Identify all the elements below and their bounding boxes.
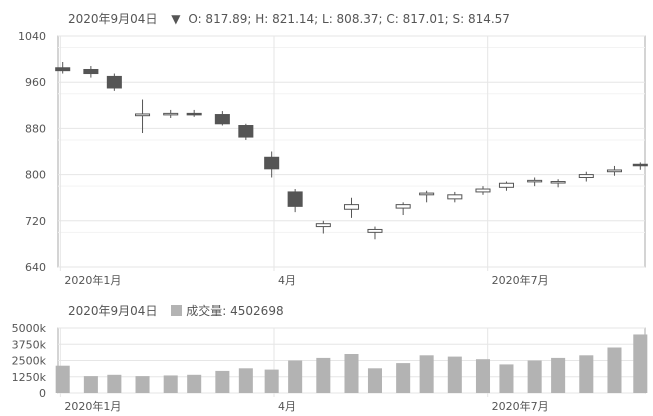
volume-bar: [83, 376, 98, 393]
candle-body: [55, 67, 71, 72]
volume-readout: 成交量: 4502698: [186, 304, 284, 318]
volume-x-tick-label: 4月: [278, 400, 296, 413]
candle-body: [238, 125, 254, 138]
volume-bar: [579, 355, 594, 393]
volume-bar: [135, 376, 150, 393]
price-y-tick-label: 1040: [18, 30, 46, 43]
volume-x-tick-label: 2020年7月: [492, 399, 549, 413]
volume-bar: [55, 365, 70, 393]
candle-body: [367, 228, 383, 233]
candle-body: [163, 112, 179, 116]
volume-bar: [633, 334, 648, 393]
candle-body: [606, 169, 622, 173]
price-header-date: 2020年9月04日: [68, 12, 158, 26]
ohlc-readout: O: 817.89; H: 821.14; L: 808.37; C: 817.…: [188, 12, 510, 26]
volume-bar: [288, 360, 303, 393]
volume-bar: [215, 370, 230, 393]
candle-body: [395, 204, 411, 209]
candle-body: [419, 192, 435, 196]
candle-body: [632, 163, 648, 167]
volume-bar: [107, 374, 122, 393]
price-y-tick-label: 640: [25, 261, 46, 274]
volume-bar: [238, 368, 253, 393]
volume-bar: [367, 368, 382, 393]
candle-body: [287, 191, 303, 207]
price-header: 2020年9月04日 ▼ O: 817.89; H: 821.14; L: 80…: [68, 10, 520, 27]
candle-body: [475, 188, 491, 193]
volume-header: 2020年9月04日 成交量: 4502698: [68, 302, 294, 319]
candle-body: [264, 156, 280, 170]
volume-y-tick-label: 5000k: [12, 322, 47, 335]
candle-body: [83, 68, 99, 75]
price-y-tick-label: 960: [25, 76, 46, 89]
candle-body: [550, 181, 566, 184]
volume-bar: [527, 360, 542, 393]
volume-y-tick-label: 2500k: [12, 355, 47, 368]
volume-y-tick-label: 3750k: [12, 338, 47, 351]
volume-x-tick-label: 2020年1月: [64, 399, 121, 413]
candle-body: [315, 223, 331, 228]
volume-bar: [316, 357, 331, 393]
candle-body: [186, 112, 202, 116]
price-x-tick-label: 2020年1月: [64, 273, 121, 287]
candle-body: [106, 75, 122, 89]
volume-bar: [447, 356, 462, 393]
change-down-icon: ▼: [171, 12, 181, 26]
volume-bar: [344, 354, 359, 393]
candle-body: [527, 179, 543, 183]
candle-body: [447, 194, 463, 200]
volume-y-tick-label: 0: [39, 387, 46, 400]
candle-body: [135, 113, 151, 117]
volume-bar: [187, 374, 202, 393]
volume-y-tick-label: 1250k: [12, 371, 47, 384]
volume-bar: [499, 364, 514, 393]
volume-header-date: 2020年9月04日: [68, 304, 158, 318]
volume-bar: [396, 363, 411, 393]
price-y-tick-label: 880: [25, 122, 46, 135]
volume-bar: [163, 375, 178, 393]
volume-bar: [551, 357, 566, 393]
price-y-tick-label: 800: [25, 169, 46, 182]
volume-legend-swatch-icon: [171, 305, 183, 316]
candle-body: [214, 114, 230, 125]
volume-bar: [419, 355, 434, 393]
volume-bar: [264, 369, 279, 393]
price-y-tick-label: 720: [25, 215, 46, 228]
price-x-tick-label: 4月: [278, 274, 296, 287]
volume-bar: [607, 347, 622, 393]
volume-bar: [475, 359, 491, 393]
candle-body: [578, 174, 594, 178]
price-x-tick-label: 2020年7月: [492, 273, 549, 287]
candle-body: [343, 204, 360, 210]
candle-body: [498, 182, 514, 188]
